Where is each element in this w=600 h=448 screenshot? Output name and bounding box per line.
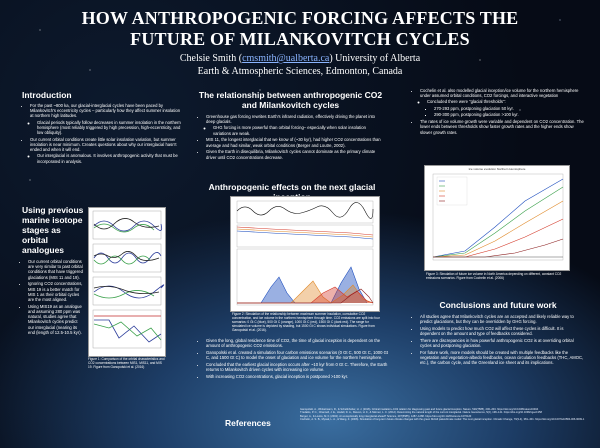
title-line-2: FUTURE OF MILANKOVITCH CYCLES xyxy=(130,29,470,49)
author-line: Chelsie Smith (cmsmith@ualberta.ca) Univ… xyxy=(179,53,421,64)
intro-bullet: For the past ~800 ka, our glacial-interg… xyxy=(30,103,182,135)
inception-bullet: Given the long, global residence time of… xyxy=(206,338,388,348)
conclusion-bullet: All studies agree that Milankovitch cycl… xyxy=(420,314,584,324)
inception-bullet: Concluded that the earliest glacial ince… xyxy=(206,362,388,372)
cochelin-subbullet: Concluded there were "glacial thresholds… xyxy=(427,99,584,117)
title-line-1: HOW ANTHROPOGENIC FORCING AFFECTS THE xyxy=(81,8,519,28)
author-name: Chelsie Smith xyxy=(179,53,237,64)
references-heading: References xyxy=(225,418,271,428)
cochelin-section: Cochelin et al. also modelled glacial in… xyxy=(412,88,584,136)
inception-bullet: Ganopolski et al. created a simulation f… xyxy=(206,350,388,360)
conclusions-heading: Conclusions and future work xyxy=(439,300,557,310)
conclusion-bullet: For future work, more models should be c… xyxy=(420,350,584,366)
figure-2-plot xyxy=(236,200,374,306)
intro-bullet: Our current orbital conditions create li… xyxy=(30,137,182,164)
figure-3-ice-volume-evolution: Ice volume evolution Northern Hemisphere xyxy=(424,165,570,271)
author-email[interactable]: cmsmith@ualberta.ca xyxy=(242,53,330,64)
relationship-bullet: Given the Earth in disequilibria, Milank… xyxy=(206,149,383,159)
poster-title: HOW ANTHROPOGENIC FORCING AFFECTS THE FU… xyxy=(40,8,560,50)
relationship-heading: The relationship between anthropogenic C… xyxy=(198,90,383,110)
reference-item: Tzedakis, P. C., Channell, J. E., Hodell… xyxy=(300,411,542,415)
isotope-section: Using previous marine isotope stages as … xyxy=(22,205,84,337)
conclusion-bullet: There are discrepancies in how powerful … xyxy=(420,338,584,348)
inception-bullet: With increasing CO2 concentrations, glac… xyxy=(206,374,388,379)
relationship-bullet: Greenhouse gas forcing rewrites Earth's … xyxy=(206,114,383,136)
relationship-subbullet: GHG forcing is more powerful than orbita… xyxy=(213,125,383,135)
threshold-item: 290-300 ppm, postponing glaciation >100 … xyxy=(434,112,584,117)
cochelin-bullet: Cochelin et al. also modelled glacial in… xyxy=(420,88,584,118)
introduction-section: Introduction For the past ~800 ka, our g… xyxy=(22,90,182,165)
figure-3-caption: Figure 3: Simulation of future ice volum… xyxy=(426,272,562,280)
cochelin-bullet: The rates of ice volume growth were vari… xyxy=(420,119,584,135)
inception-bullets: Given the long, global residence time of… xyxy=(198,338,388,381)
figure-1-orbital-comparison xyxy=(88,207,166,357)
conclusions-section: Conclusions and future work All studies … xyxy=(412,300,584,367)
figure-1-plot xyxy=(92,210,165,349)
isotope-bullet: Ignoring CO2 concentrations, MIS 19 is a… xyxy=(28,281,84,302)
figure-2-ice-volume-simulation xyxy=(230,196,380,312)
isotope-heading: Using previous marine isotope stages as … xyxy=(22,205,84,255)
relationship-section: The relationship between anthropogenic C… xyxy=(198,90,383,161)
figure-3-plot xyxy=(432,173,564,261)
figure-2-caption: Figure 2: Simulation of the relationship… xyxy=(232,312,380,332)
figure-3-title: Ice volume evolution Northern Hemisphere xyxy=(468,167,526,171)
reference-item: Berger, A., & Loutre, M. F. (2002). An e… xyxy=(300,414,472,418)
threshold-item: 270-293 ppm, postponing glaciation 50 ky… xyxy=(434,106,584,111)
introduction-heading: Introduction xyxy=(22,90,72,100)
author-affiliation: University of Alberta xyxy=(335,53,421,64)
isotope-bullet: Using MIS19 as an analogue and assuming … xyxy=(28,304,84,335)
reference-item: Ganopolski, A., Winkelmann, R., & Schell… xyxy=(300,408,539,411)
intro-subbullet: Glacial periods typically follow decreas… xyxy=(37,120,182,136)
reference-item: Cochelin, A. S. B., Mysak, L. A., & Wang… xyxy=(300,418,585,422)
references-list: Ganopolski, A., Winkelmann, R., & Schell… xyxy=(300,408,590,422)
isotope-bullet: Our current orbital conditions are very … xyxy=(28,259,84,280)
department-line: Earth & Atmospheric Sciences, Edmonton, … xyxy=(197,66,403,77)
figure-1-caption: Figure 1: Comparison of the orbital char… xyxy=(88,357,165,369)
relationship-bullet: MIS 11, the longest interglacial that we… xyxy=(206,137,383,147)
intro-subbullet: Our interglacial is anomalous. It involv… xyxy=(37,153,182,163)
conclusion-bullet: Using models to predict how much CO2 wil… xyxy=(420,326,584,336)
